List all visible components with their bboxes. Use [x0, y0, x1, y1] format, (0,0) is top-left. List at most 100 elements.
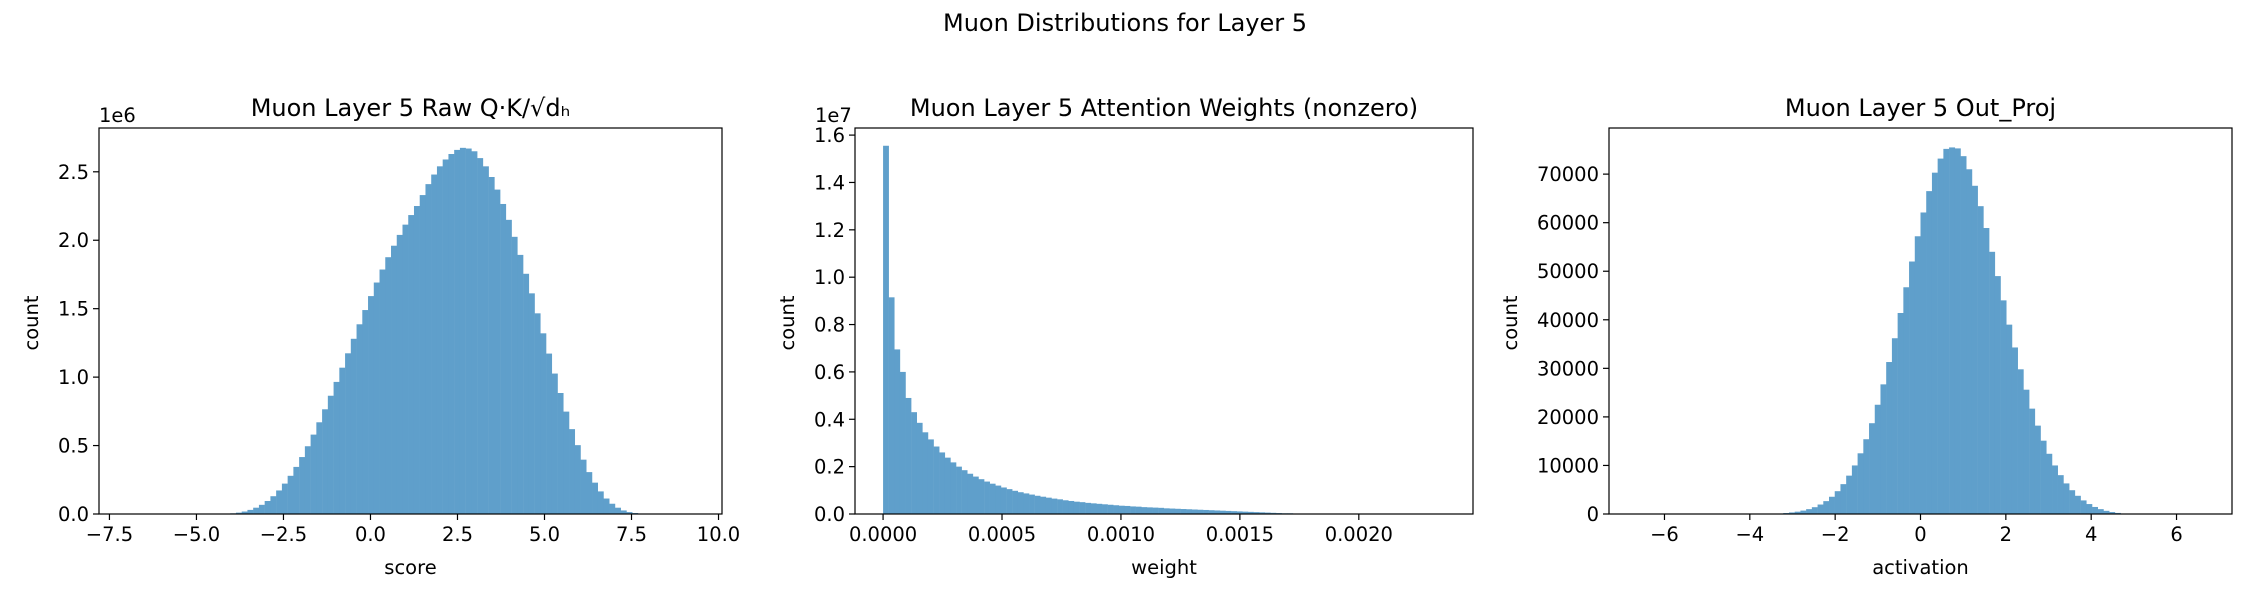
- y-tick-label: 0.0: [58, 503, 89, 526]
- histogram-bar: [339, 367, 346, 514]
- histogram-bar: [888, 297, 895, 514]
- histogram-bar: [1141, 507, 1148, 514]
- histogram-bar: [1219, 510, 1226, 514]
- histogram-bar: [956, 466, 962, 514]
- histogram-bar: [2052, 465, 2058, 514]
- histogram-bar: [1191, 509, 1198, 514]
- histogram-bar: [1158, 507, 1165, 514]
- histogram-bar: [1874, 404, 1881, 514]
- histogram-bar: [1977, 206, 1984, 515]
- histogram-bar: [396, 234, 403, 514]
- histogram-bar: [927, 439, 934, 514]
- histogram-bar: [1040, 496, 1047, 514]
- histogram-bar: [534, 313, 541, 514]
- x-tick-label: 0.0: [355, 523, 386, 546]
- histogram-bar: [557, 393, 564, 514]
- histogram-bar: [984, 481, 990, 514]
- y-tick-label: 0.0: [814, 503, 845, 526]
- histogram-bar: [546, 353, 553, 514]
- histogram-bar: [368, 296, 375, 514]
- histogram-bar: [551, 373, 558, 514]
- histogram-bar: [1840, 484, 1847, 514]
- histogram-bar: [241, 511, 248, 514]
- histogram-bar: [1880, 384, 1887, 514]
- histogram-bar: [1247, 511, 1254, 514]
- histogram-bar: [2029, 408, 2036, 514]
- y-tick-label: 40000: [1537, 309, 1599, 332]
- y-tick-label: 20000: [1537, 406, 1599, 429]
- histogram-bar: [2092, 506, 2099, 514]
- histogram-bar: [2080, 500, 2087, 514]
- histogram-bar: [362, 310, 369, 514]
- histogram-bar: [1124, 505, 1131, 514]
- histogram-bar: [580, 459, 587, 514]
- histogram-bar: [1914, 236, 1921, 514]
- y-tick-label: 70000: [1537, 163, 1599, 186]
- histogram-bar: [471, 151, 478, 514]
- histogram-bar: [905, 397, 912, 514]
- y-tick-label: 1.4: [814, 171, 845, 194]
- histogram-bar: [967, 473, 974, 514]
- histogram-bar: [2006, 324, 2013, 514]
- histogram-bar: [916, 422, 923, 514]
- x-tick-label: −2: [1821, 523, 1850, 546]
- histogram-bar: [402, 224, 409, 514]
- histogram-bar: [586, 472, 593, 514]
- histogram-bar: [2097, 509, 2104, 514]
- histogram-bar: [1029, 494, 1035, 514]
- histogram-bar: [1829, 496, 1835, 514]
- histogram-bar: [2034, 425, 2041, 514]
- histogram-bar: [1242, 511, 1249, 514]
- histogram-bar: [488, 177, 495, 514]
- histogram-bar: [1174, 508, 1181, 514]
- x-tick-label: −4: [1735, 523, 1764, 546]
- histogram-bar: [2017, 369, 2024, 514]
- histogram-bar: [1113, 505, 1120, 514]
- chart-title: Muon Layer 5 Attention Weights (nonzero): [910, 94, 1418, 122]
- histogram-bar: [448, 154, 455, 514]
- histogram-bar: [603, 498, 610, 514]
- histogram-bar: [425, 184, 432, 514]
- histogram-bar: [2023, 389, 2030, 514]
- histogram-bar: [454, 149, 461, 514]
- histogram-bar: [569, 429, 576, 514]
- y-tick-label: 2.5: [58, 161, 89, 184]
- y-tick-label: 0.5: [58, 435, 89, 458]
- histogram-bar: [1971, 185, 1978, 514]
- histogram-bar: [1034, 495, 1041, 514]
- histogram-bar: [1225, 510, 1232, 514]
- histogram-bar: [1135, 506, 1142, 514]
- histogram-bar: [500, 203, 507, 514]
- histogram-bar: [431, 174, 438, 515]
- histogram-bar: [1051, 498, 1058, 514]
- y-tick-label: 0.2: [814, 456, 845, 479]
- histogram-bar: [264, 501, 271, 514]
- histogram-bar: [1057, 499, 1063, 514]
- y-offset-label: 1e7: [815, 104, 852, 127]
- histogram-bar: [1886, 362, 1893, 514]
- histogram-bar: [1994, 276, 2001, 514]
- histogram-bar: [1102, 504, 1108, 514]
- histogram-bar: [883, 145, 889, 514]
- histogram-bar: [922, 432, 929, 514]
- histogram-bar: [1068, 500, 1075, 514]
- y-tick-label: 1.0: [58, 366, 89, 389]
- histogram-bar: [270, 496, 277, 514]
- histogram-bar: [465, 148, 472, 514]
- histogram-bar: [2057, 475, 2064, 514]
- y-tick-label: 0: [1587, 503, 1599, 526]
- histogram-bar: [1920, 212, 1927, 515]
- x-tick-label: 0.0010: [1087, 523, 1155, 546]
- histogram-bar: [1869, 423, 1876, 514]
- x-axis-label: score: [384, 556, 436, 579]
- histogram-bar: [1960, 156, 1967, 514]
- histogram-bar: [1903, 287, 1910, 514]
- histogram-bar: [1203, 509, 1209, 514]
- histogram-bar: [1180, 509, 1187, 514]
- histogram-bar: [1017, 492, 1024, 514]
- histogram-bar: [235, 512, 242, 514]
- histogram-bar: [620, 510, 627, 514]
- x-axis-label: activation: [1872, 556, 1969, 579]
- y-axis-label: count: [1499, 295, 1522, 350]
- y-offset-label: 1e6: [99, 104, 136, 127]
